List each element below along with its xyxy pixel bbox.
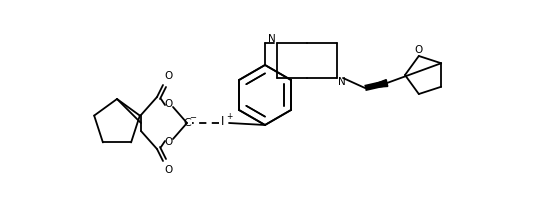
Text: −: − — [189, 113, 197, 123]
Text: O: O — [415, 45, 423, 55]
Polygon shape — [365, 80, 388, 88]
Text: N: N — [268, 34, 276, 44]
Text: N: N — [338, 77, 346, 87]
Text: O: O — [164, 137, 172, 147]
Text: O: O — [164, 71, 172, 81]
Text: +: + — [226, 111, 232, 121]
Text: O: O — [164, 165, 172, 175]
Text: I: I — [221, 114, 225, 128]
Text: C: C — [183, 118, 191, 128]
Text: O: O — [164, 99, 172, 109]
